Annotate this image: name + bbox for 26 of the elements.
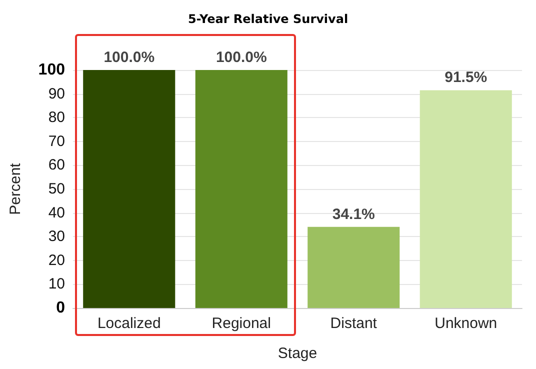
y-tick-label: 90 (48, 85, 65, 102)
data-label: 34.1% (332, 206, 375, 223)
x-axis-title: Stage (278, 345, 318, 362)
x-tick-label: Unknown (434, 315, 498, 332)
x-tick-label: Regional (212, 315, 271, 332)
y-tick-label: 50 (48, 180, 65, 198)
y-tick-label: 60 (48, 156, 65, 174)
y-tick-label: 30 (48, 228, 65, 246)
x-tick-label: Distant (330, 315, 378, 332)
data-label: 100.0% (216, 49, 267, 66)
bar (308, 226, 400, 308)
y-tick-label: 80 (48, 109, 65, 126)
y-axis-title: Percent (7, 162, 24, 215)
y-tick-label: 70 (48, 132, 65, 150)
chart-title: 5-Year Relative Survival (188, 12, 348, 26)
bar (195, 70, 288, 308)
bar (83, 70, 176, 308)
y-tick-label: 10 (48, 276, 65, 293)
y-tick-label: 40 (48, 204, 65, 222)
y-tick-label: 100 (38, 62, 66, 78)
data-label: 100.0% (104, 49, 155, 66)
y-tick-label: 0 (56, 300, 66, 316)
x-tick-label: Localized (97, 315, 161, 332)
bar (420, 90, 512, 308)
data-label: 91.5% (444, 69, 488, 86)
y-tick-label: 20 (48, 252, 65, 269)
